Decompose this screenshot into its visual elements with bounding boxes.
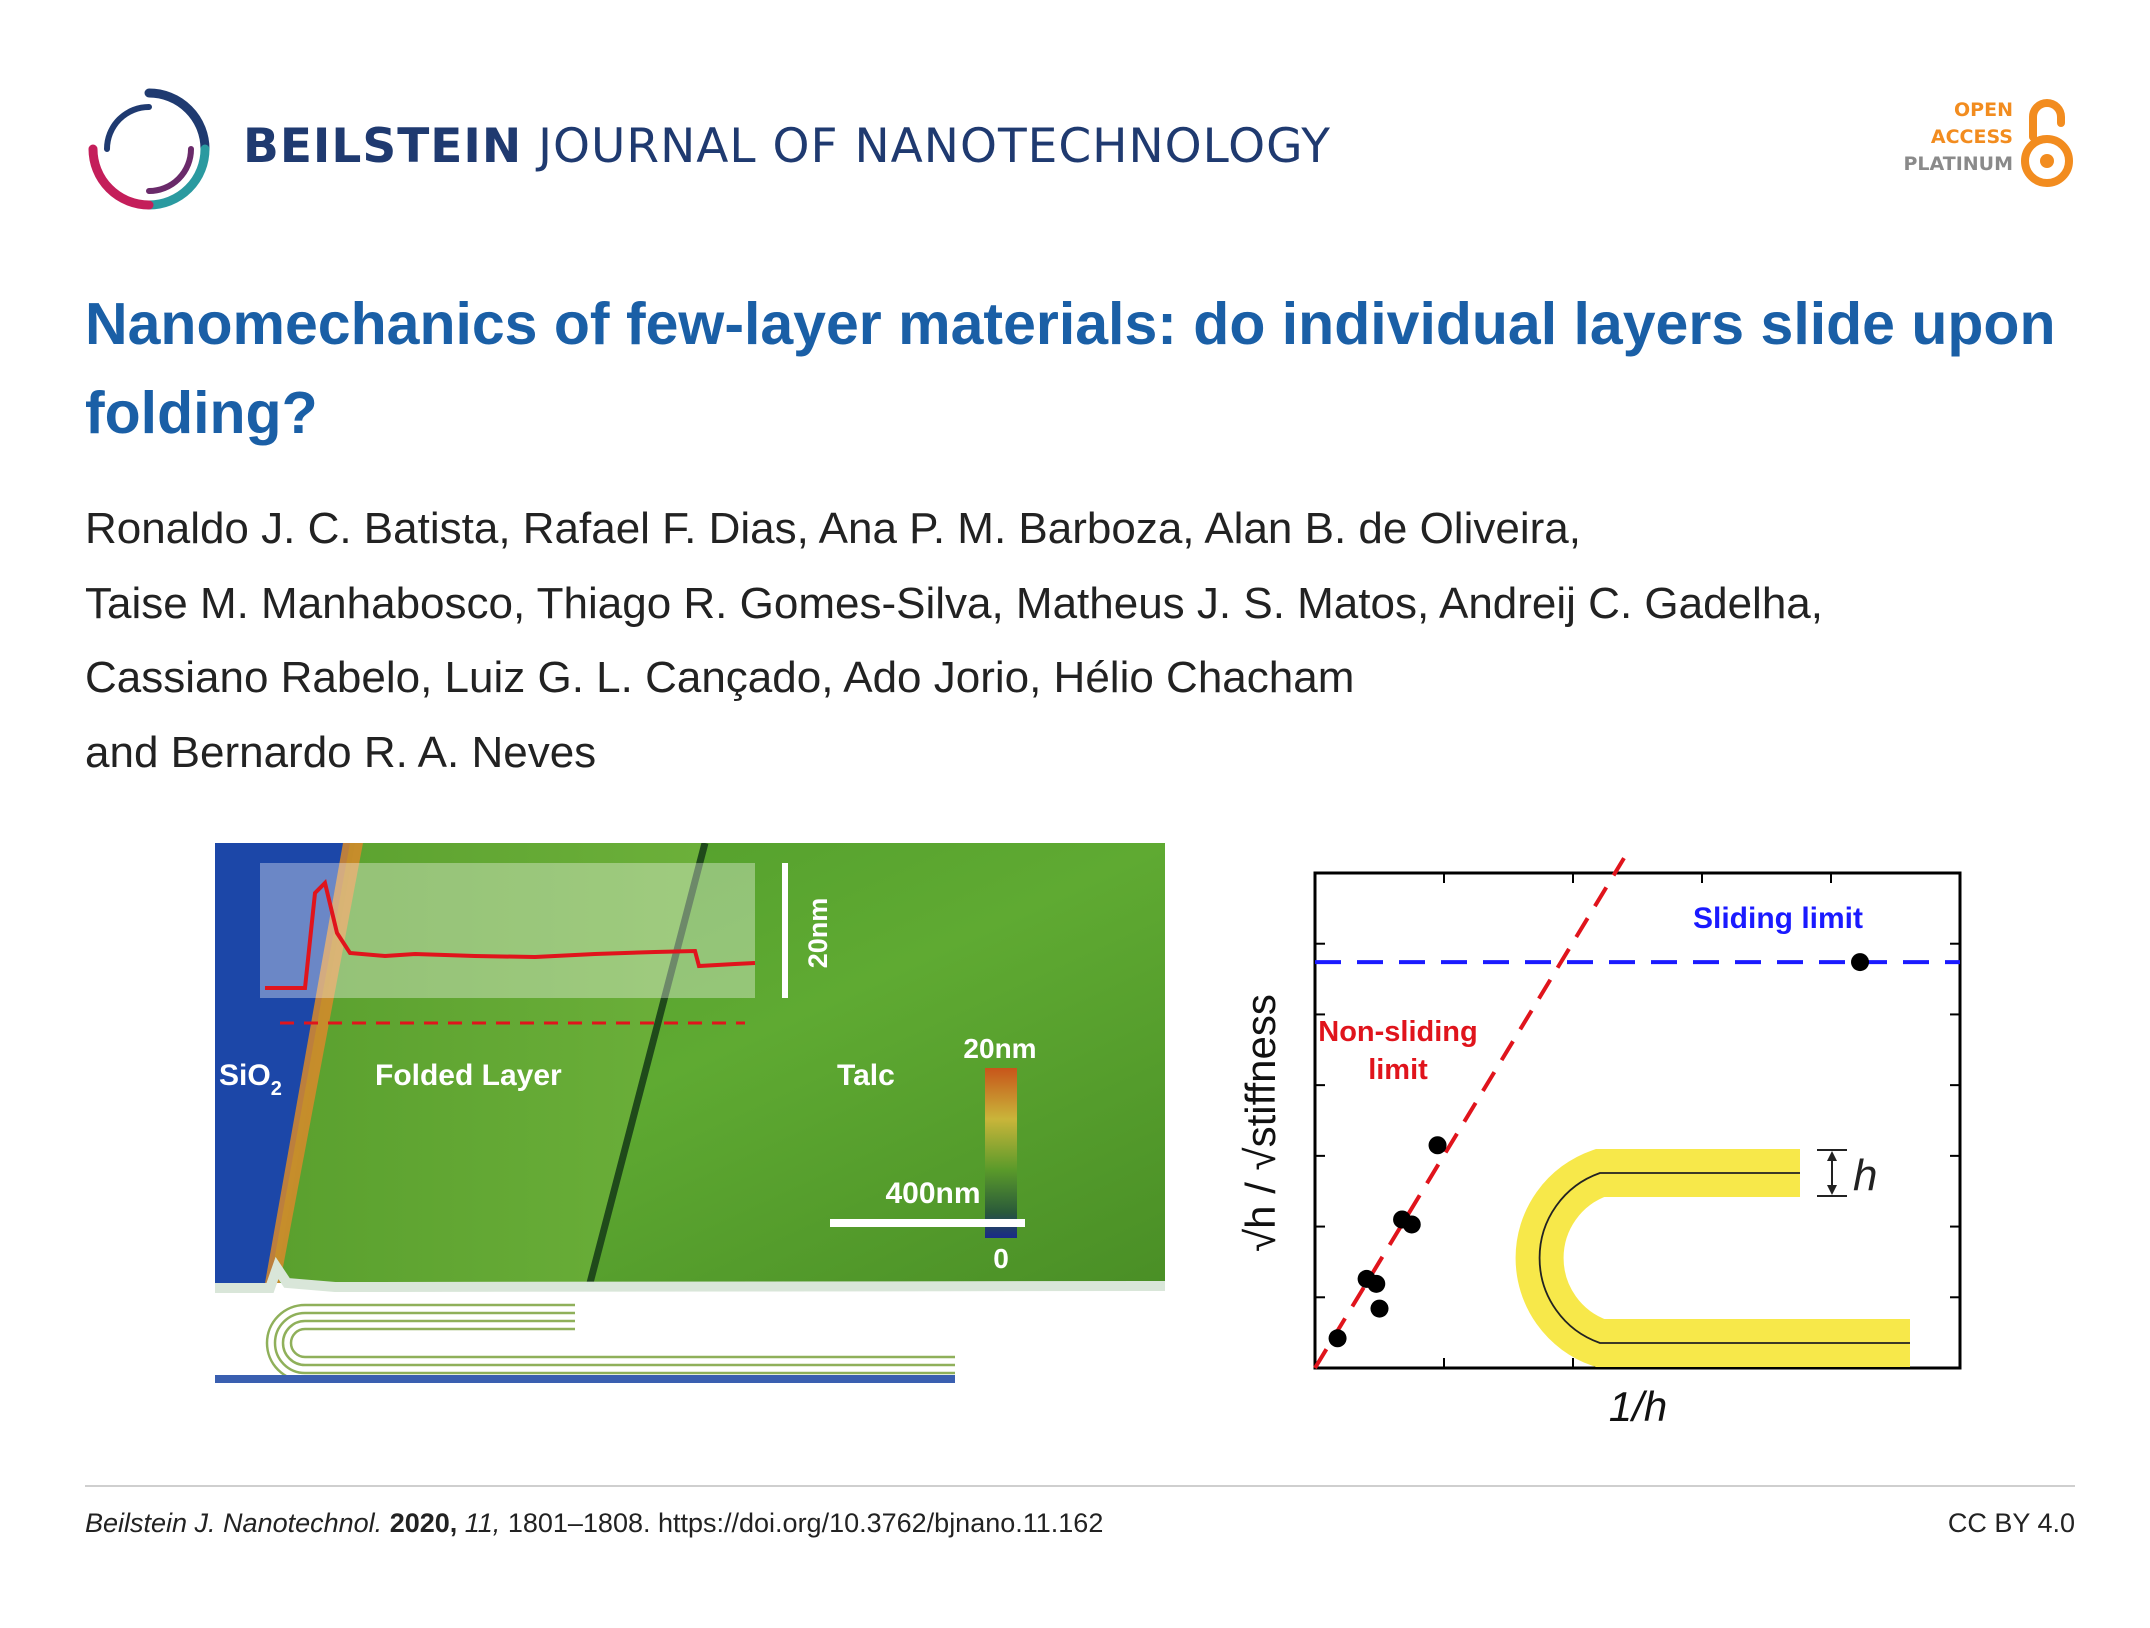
y-axis-label: √h / √stiffness	[1237, 994, 1284, 1252]
length-scale-label: 400nm	[885, 1177, 980, 1210]
plot-frame	[1313, 871, 1962, 1370]
data-point	[1328, 1329, 1347, 1348]
limit-lines	[1313, 857, 1960, 1370]
citation-pages-doi[interactable]: 1801–1808. https://doi.org/10.3762/bjnan…	[507, 1508, 1104, 1538]
graphical-abstract: 20nm SiO2 Folded Layer Talc 20nm 0 400nm	[215, 843, 1962, 1443]
citation-volume: 11,	[464, 1508, 501, 1538]
fold-diagram: h	[1515, 1149, 1910, 1367]
open-access-badge: OPEN ACCESS PLATINUM	[1875, 97, 2075, 197]
open-access-line1: OPEN	[1954, 99, 2013, 121]
colorbar-max-label: 20nm	[963, 1033, 1036, 1064]
h-label: h	[1853, 1151, 1877, 1200]
data-points	[1328, 953, 1870, 1348]
citation-journal: Beilstein J. Nanotechnol.	[85, 1508, 383, 1538]
data-point	[1428, 1136, 1447, 1155]
colorbar-min-label: 0	[993, 1243, 1009, 1274]
fold-midline	[1538, 1172, 1910, 1344]
data-point	[1402, 1215, 1421, 1234]
profile-overlay	[260, 863, 755, 998]
nonsliding-limit-label-1: Non-sliding	[1318, 1016, 1477, 1048]
x-axis-label: 1/h	[1609, 1383, 1667, 1430]
citation-year: 2020,	[389, 1508, 458, 1538]
data-point	[1370, 1299, 1389, 1318]
sio2-label: SiO2	[219, 1059, 282, 1100]
sio2-substrate	[215, 843, 350, 1283]
sio2-label-sub: 2	[271, 1078, 282, 1100]
open-access-line2: ACCESS	[1930, 126, 2013, 148]
substrate-sketch	[215, 1375, 955, 1383]
open-access-line3: PLATINUM	[1903, 153, 2013, 175]
author-list: Ronaldo J. C. Batista, Rafael F. Dias, A…	[85, 492, 2085, 790]
article-title: Nanomechanics of few-layer materials: do…	[85, 291, 2056, 446]
height-profile-line	[265, 879, 756, 990]
beilstein-ring-logo-icon	[88, 88, 210, 210]
h-arrow-head-up	[1827, 1151, 1837, 1161]
stiffness-plot: h Sliding limit Non-sliding limit √h / √…	[1237, 857, 1962, 1430]
footer-divider	[85, 1485, 2075, 1487]
h-arrow-head-down	[1827, 1185, 1837, 1195]
sliding-limit-label: Sliding limit	[1693, 902, 1863, 935]
profile-background	[215, 1283, 1165, 1383]
afm-image: 20nm SiO2 Folded Layer Talc 20nm 0 400nm	[215, 843, 1165, 1383]
colorbar	[985, 1068, 1017, 1238]
folded-layer-label: Folded Layer	[375, 1059, 562, 1092]
height-scale-label: 20nm	[803, 898, 833, 969]
citation: Beilstein J. Nanotechnol. 2020, 11, 1801…	[85, 1508, 1103, 1539]
data-point	[1851, 953, 1870, 972]
data-point	[1367, 1274, 1386, 1293]
author-line: Taise M. Manhabosco, Thiago R. Gomes-Sil…	[85, 578, 1823, 628]
nonsliding-limit-line	[1313, 857, 1626, 1370]
talc-label: Talc	[837, 1059, 895, 1092]
citation-footer: Beilstein J. Nanotechnol. 2020, 11, 1801…	[85, 1508, 2075, 1539]
fold-edge	[265, 843, 363, 1283]
journal-name-bold: BEILSTEIN	[243, 119, 523, 174]
sio2-label-text: SiO	[219, 1059, 271, 1092]
nonsliding-limit-label-2: limit	[1368, 1054, 1428, 1086]
talc-step-edge	[586, 843, 709, 1284]
license-label: CC BY 4.0	[1947, 1508, 2075, 1538]
open-lock-icon	[2021, 99, 2073, 187]
author-line: and Bernardo R. A. Neves	[85, 727, 597, 777]
plot-frame-group	[1313, 871, 1962, 1370]
journal-header: BEILSTEIN JOURNAL OF NANOTECHNOLOGY OPEN…	[85, 85, 2075, 215]
journal-name-rest: JOURNAL OF NANOTECHNOLOGY	[538, 119, 1331, 174]
afm-height-profile	[215, 1256, 1165, 1293]
author-line: Cassiano Rabelo, Luiz G. L. Cançado, Ado…	[85, 653, 1355, 702]
journal-name: BEILSTEIN JOURNAL OF NANOTECHNOLOGY	[243, 119, 1331, 174]
author-line: Ronaldo J. C. Batista, Rafael F. Dias, A…	[85, 504, 1581, 553]
